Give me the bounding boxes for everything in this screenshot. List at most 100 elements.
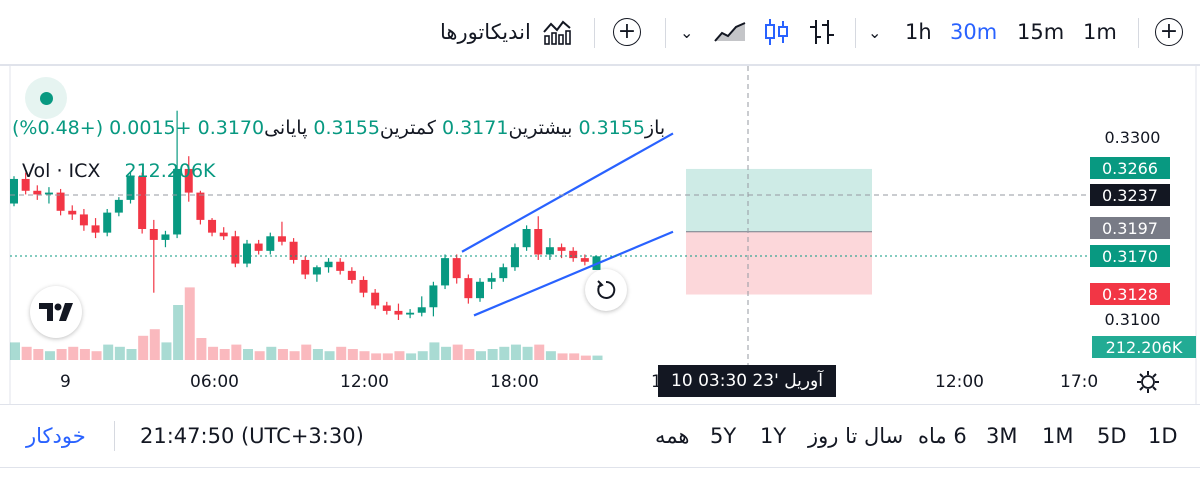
interval-30m[interactable]: 30m (950, 20, 998, 44)
open-label: باز (644, 117, 666, 139)
chart-area[interactable] (0, 66, 1200, 404)
volume-bar (394, 351, 405, 360)
area-chart-icon (714, 22, 746, 42)
bar-chart-type-button[interactable] (808, 0, 836, 64)
candle-body (301, 259, 310, 275)
candle-body (114, 199, 123, 213)
plus-icon: + (1155, 18, 1183, 46)
chevron-down-icon: ⌄ (680, 22, 694, 42)
plus-icon: + (613, 18, 641, 46)
candle-body (382, 305, 391, 311)
candle-body (10, 178, 18, 204)
volume-bar (184, 287, 195, 360)
volume-bar (371, 353, 382, 360)
range-5d[interactable]: 5D (1097, 424, 1127, 448)
candle-body (499, 267, 508, 279)
reset-icon (597, 280, 616, 299)
volume-bar (464, 349, 475, 360)
add-compare-button[interactable]: + (1155, 0, 1183, 64)
range-1y[interactable]: 1Y (760, 424, 787, 448)
candle-body (21, 178, 30, 191)
add-indicator-button[interactable]: + (613, 0, 641, 64)
candle-body (68, 210, 77, 215)
interval-1h[interactable]: 1h (905, 20, 932, 44)
candle-body (161, 234, 170, 240)
time-axis-label: 12:00 (340, 372, 389, 392)
range-6m[interactable]: 6 ماه (918, 424, 967, 448)
tradingview-logo[interactable] (30, 286, 82, 338)
interval-1m[interactable]: 1m (1083, 20, 1117, 44)
volume-bar (580, 355, 591, 360)
channel-upper-line (461, 132, 674, 253)
interval-dropdown[interactable]: ⌄ (868, 0, 881, 64)
volume-bar (103, 344, 114, 360)
volume-bar (382, 353, 393, 360)
divider (594, 18, 595, 48)
last-price-tag: 0.3170 (1090, 245, 1170, 267)
volume-bar (301, 344, 312, 360)
volume-bar (545, 351, 556, 360)
chart-settings-button[interactable] (1135, 369, 1161, 399)
candle-body (184, 168, 193, 193)
candle-body (464, 278, 473, 299)
volume-bar (441, 346, 452, 360)
candle-body (266, 236, 275, 251)
volume-bar (173, 305, 184, 360)
indicators-button[interactable]: اندیکاتورها (440, 0, 573, 64)
volume-bar (534, 344, 545, 360)
volume-bar (417, 351, 428, 360)
range-ytd[interactable]: سال تا روز (808, 424, 904, 448)
price-chart[interactable] (0, 66, 1200, 404)
divider (665, 18, 666, 48)
volume-bar (277, 349, 288, 360)
crosshair-time-label: 10 آوریل '23 03:30 (658, 365, 836, 397)
candle-body (417, 307, 426, 313)
candle-body (173, 168, 182, 235)
candle-body (91, 225, 100, 233)
candle-body (569, 250, 578, 259)
volume-bar (79, 349, 90, 360)
high-value: 0.3171 (441, 117, 509, 139)
volume-bar (510, 344, 521, 360)
divider (855, 18, 856, 48)
bars-icon (810, 20, 834, 44)
change-value: +0.0015 (+0.48%) (12, 117, 192, 139)
volume-bar (56, 349, 67, 360)
reset-chart-button[interactable] (585, 269, 627, 311)
candle-body (336, 261, 345, 271)
candle-body (219, 232, 228, 237)
entry-price-tag: 0.3197 (1090, 217, 1170, 239)
candle-body (510, 247, 519, 268)
auto-scale-button[interactable]: خودکار (26, 424, 86, 448)
volume-bar (91, 351, 102, 360)
interval-15m[interactable]: 15m (1017, 20, 1065, 44)
volume-bar (44, 351, 55, 360)
candle-body (33, 190, 42, 195)
position-stop-zone (686, 231, 872, 295)
volume-bar (208, 346, 219, 360)
crosshair-price-tag: 0.3237 (1090, 184, 1170, 206)
candle-body (44, 192, 53, 195)
range-all[interactable]: همه (655, 424, 690, 448)
candle-body (56, 192, 65, 211)
area-chart-type-button[interactable] (714, 0, 746, 64)
range-1d[interactable]: 1D (1148, 424, 1178, 448)
divider (114, 421, 115, 451)
candle-body (208, 219, 217, 233)
volume-bar (592, 355, 603, 360)
time-axis-label: 06:00 (190, 372, 239, 392)
candle-chart-type-button[interactable] (763, 0, 791, 64)
volume-bar (347, 349, 358, 360)
range-5y[interactable]: 5Y (710, 424, 737, 448)
volume-bar (231, 344, 242, 360)
volume-value: 212.206K (124, 160, 216, 182)
timezone-clock[interactable]: 21:47:50 (UTC+3:30) (140, 424, 364, 448)
chart-type-dropdown[interactable]: ⌄ (680, 0, 693, 64)
volume-bar (557, 353, 568, 360)
volume-bar (219, 349, 230, 360)
market-status-badge[interactable] (25, 77, 67, 119)
range-3m[interactable]: 3M (986, 424, 1018, 448)
volume-bar (289, 351, 300, 360)
range-1m[interactable]: 1M (1042, 424, 1074, 448)
volume-bar (406, 353, 417, 360)
